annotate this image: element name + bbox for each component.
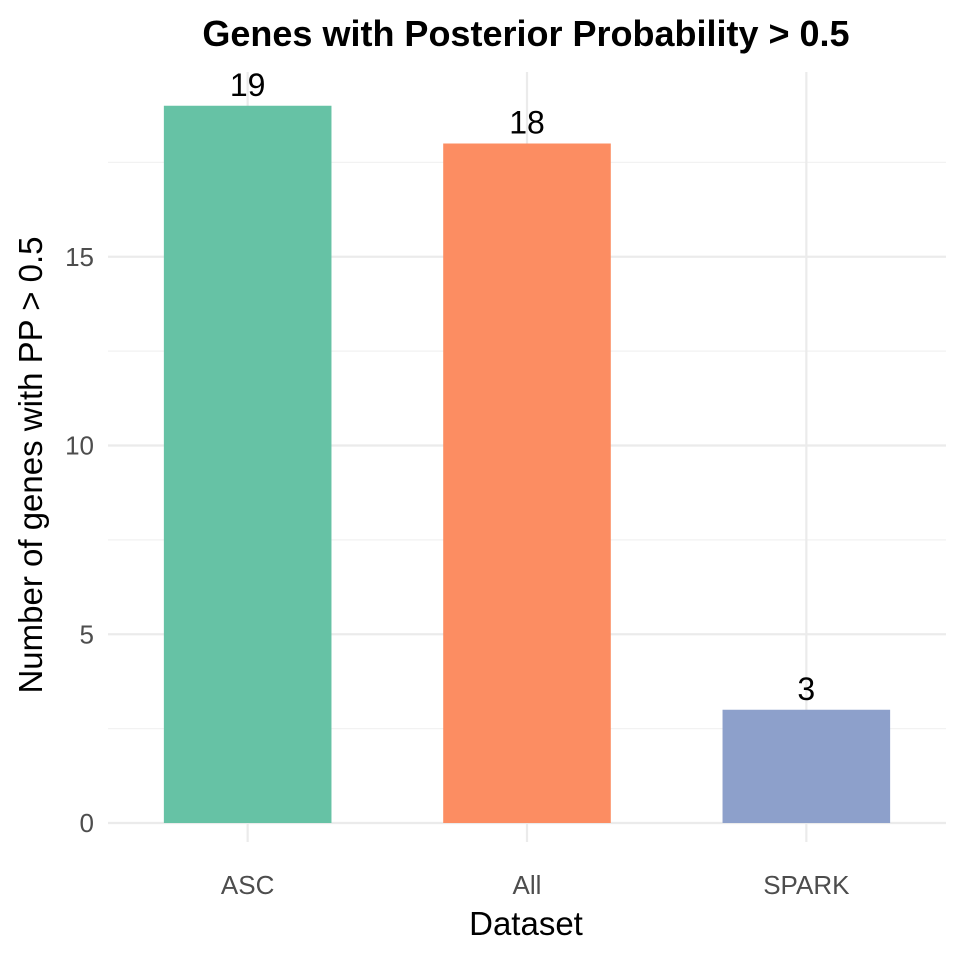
x-tick-label: SPARK [763,870,850,900]
data-label: 18 [509,105,545,141]
bar-spark [722,709,891,823]
data-label: 3 [797,671,815,707]
chart-title: Genes with Posterior Probability > 0.5 [202,13,849,54]
x-tick-label: ASC [221,870,274,900]
y-axis-ticks: 0 5 10 15 [65,242,94,838]
x-axis-ticks: ASC All SPARK [221,870,850,900]
data-label: 19 [230,67,266,103]
y-tick-label: 15 [65,242,94,272]
x-tick-label: All [513,870,542,900]
data-labels: 19 18 3 [230,67,815,707]
y-tick-label: 5 [80,619,94,649]
x-axis-title: Dataset [469,905,583,942]
y-tick-label: 10 [65,431,94,461]
bar-asc [163,105,332,823]
y-axis-title: Number of genes with PP > 0.5 [12,236,49,693]
bars [163,105,891,823]
y-tick-label: 0 [80,808,94,838]
bar-all [443,143,611,823]
